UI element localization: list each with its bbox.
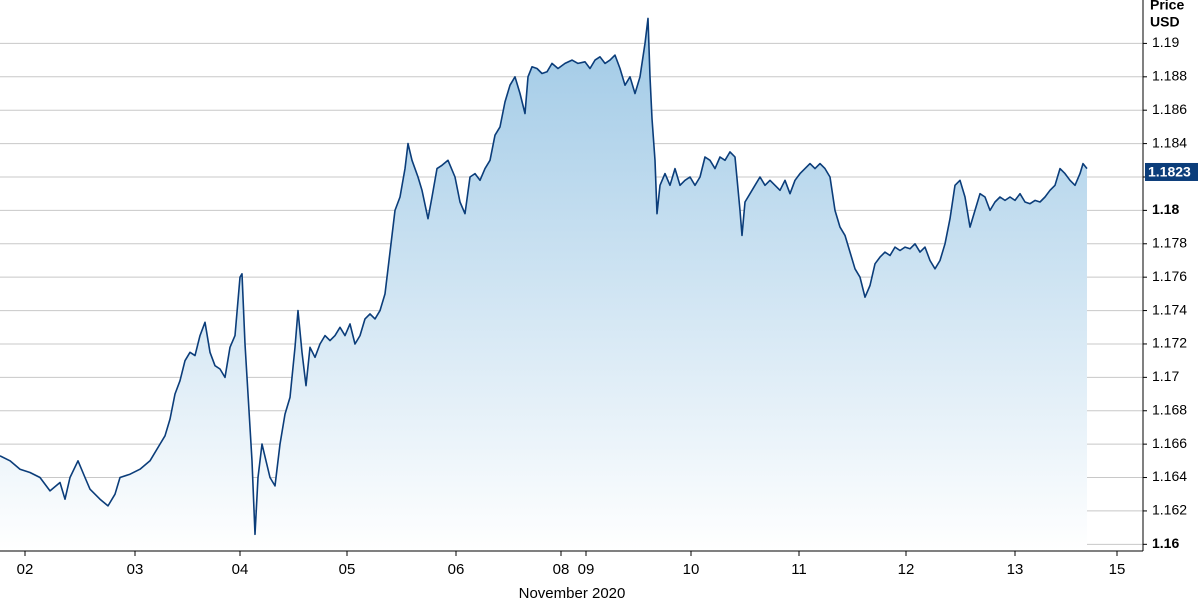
y-tick-label: 1.19: [1152, 34, 1179, 50]
y-tick-label: 1.188: [1152, 68, 1187, 84]
x-tick-label: 12: [898, 561, 915, 578]
x-axis-title: November 2020: [519, 585, 626, 602]
x-tick-label: 05: [339, 561, 356, 578]
y-tick-label: 1.164: [1152, 468, 1187, 484]
x-tick-label: 13: [1007, 561, 1024, 578]
area: [0, 18, 1087, 551]
x-tick-label: 09: [578, 561, 595, 578]
y-tick-label: 1.168: [1152, 401, 1187, 417]
x-tick-label: 06: [448, 561, 465, 578]
price-line: [0, 17, 1088, 536]
y-tick-label: 1.186: [1152, 101, 1187, 117]
x-tick-label: 08: [553, 561, 570, 578]
y-tick-label: 1.17: [1152, 368, 1179, 384]
x-tick-label: 11: [791, 561, 807, 578]
last-price-label: 1.1823: [1148, 164, 1191, 180]
y-tick-label: 1.16: [1152, 535, 1179, 551]
last-price-box: [1145, 162, 1198, 181]
axis-unit: USD: [1150, 14, 1180, 30]
x-tick-label: 15: [1109, 561, 1126, 578]
x-tick-label: 04: [232, 561, 249, 578]
x-tick-label: 02: [17, 561, 34, 578]
y-tick-label: 1.174: [1152, 301, 1187, 317]
axis-title: Price: [1150, 0, 1184, 13]
y-tick-label: 1.18: [1152, 201, 1179, 217]
y-tick-label: 1.184: [1152, 134, 1187, 150]
y-tick-label: 1.166: [1152, 435, 1187, 451]
x-tick-label: 10: [683, 561, 700, 578]
y-tick-label: 1.172: [1152, 335, 1187, 351]
y-tick-label: 1.176: [1152, 268, 1187, 284]
y-tick-label: 1.162: [1152, 502, 1187, 518]
y-tick-label: 1.178: [1152, 234, 1187, 250]
x-tick-label: 03: [127, 561, 144, 578]
